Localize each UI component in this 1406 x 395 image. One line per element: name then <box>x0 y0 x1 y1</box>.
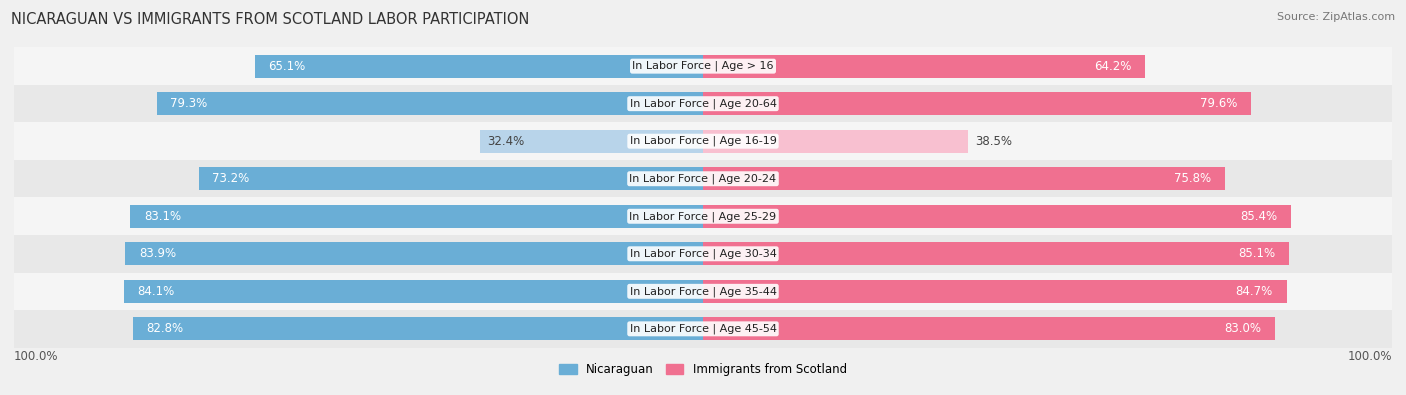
Text: 79.3%: 79.3% <box>170 97 208 110</box>
Bar <box>156 92 703 115</box>
Text: In Labor Force | Age 20-64: In Labor Force | Age 20-64 <box>630 98 776 109</box>
Bar <box>703 317 1275 340</box>
Bar <box>14 85 1392 122</box>
Text: 32.4%: 32.4% <box>486 135 524 148</box>
Text: 38.5%: 38.5% <box>976 135 1012 148</box>
Text: 83.1%: 83.1% <box>145 210 181 223</box>
Bar <box>131 205 703 228</box>
Bar <box>703 55 1146 78</box>
Bar <box>14 47 1392 85</box>
Bar <box>254 55 703 78</box>
Bar <box>14 273 1392 310</box>
Text: In Labor Force | Age 35-44: In Labor Force | Age 35-44 <box>630 286 776 297</box>
Bar <box>703 242 1289 265</box>
Text: In Labor Force | Age 45-54: In Labor Force | Age 45-54 <box>630 324 776 334</box>
Text: 65.1%: 65.1% <box>269 60 305 73</box>
Bar <box>14 198 1392 235</box>
Bar <box>703 205 1291 228</box>
Text: 84.7%: 84.7% <box>1236 285 1272 298</box>
Text: 85.4%: 85.4% <box>1240 210 1278 223</box>
Text: In Labor Force | Age > 16: In Labor Force | Age > 16 <box>633 61 773 71</box>
Text: NICARAGUAN VS IMMIGRANTS FROM SCOTLAND LABOR PARTICIPATION: NICARAGUAN VS IMMIGRANTS FROM SCOTLAND L… <box>11 12 530 27</box>
Text: 100.0%: 100.0% <box>1347 350 1392 363</box>
Text: In Labor Force | Age 20-24: In Labor Force | Age 20-24 <box>630 173 776 184</box>
Text: 64.2%: 64.2% <box>1094 60 1132 73</box>
Text: 82.8%: 82.8% <box>146 322 183 335</box>
Bar <box>703 130 969 153</box>
Text: 100.0%: 100.0% <box>14 350 59 363</box>
Bar <box>198 167 703 190</box>
Text: 84.1%: 84.1% <box>138 285 174 298</box>
Bar <box>14 235 1392 273</box>
Text: 83.9%: 83.9% <box>139 247 176 260</box>
Bar <box>14 160 1392 198</box>
Bar <box>703 167 1225 190</box>
Text: 85.1%: 85.1% <box>1239 247 1275 260</box>
Text: 79.6%: 79.6% <box>1201 97 1237 110</box>
Text: In Labor Force | Age 25-29: In Labor Force | Age 25-29 <box>630 211 776 222</box>
Bar <box>132 317 703 340</box>
Text: In Labor Force | Age 30-34: In Labor Force | Age 30-34 <box>630 248 776 259</box>
Text: Source: ZipAtlas.com: Source: ZipAtlas.com <box>1277 12 1395 22</box>
Text: In Labor Force | Age 16-19: In Labor Force | Age 16-19 <box>630 136 776 147</box>
Bar <box>479 130 703 153</box>
Text: 83.0%: 83.0% <box>1225 322 1261 335</box>
Bar <box>703 92 1251 115</box>
Bar <box>703 280 1286 303</box>
Bar <box>124 280 703 303</box>
Text: 73.2%: 73.2% <box>212 172 250 185</box>
Legend: Nicaraguan, Immigrants from Scotland: Nicaraguan, Immigrants from Scotland <box>554 358 852 381</box>
Bar <box>125 242 703 265</box>
Bar <box>14 122 1392 160</box>
Bar <box>14 310 1392 348</box>
Text: 75.8%: 75.8% <box>1174 172 1212 185</box>
